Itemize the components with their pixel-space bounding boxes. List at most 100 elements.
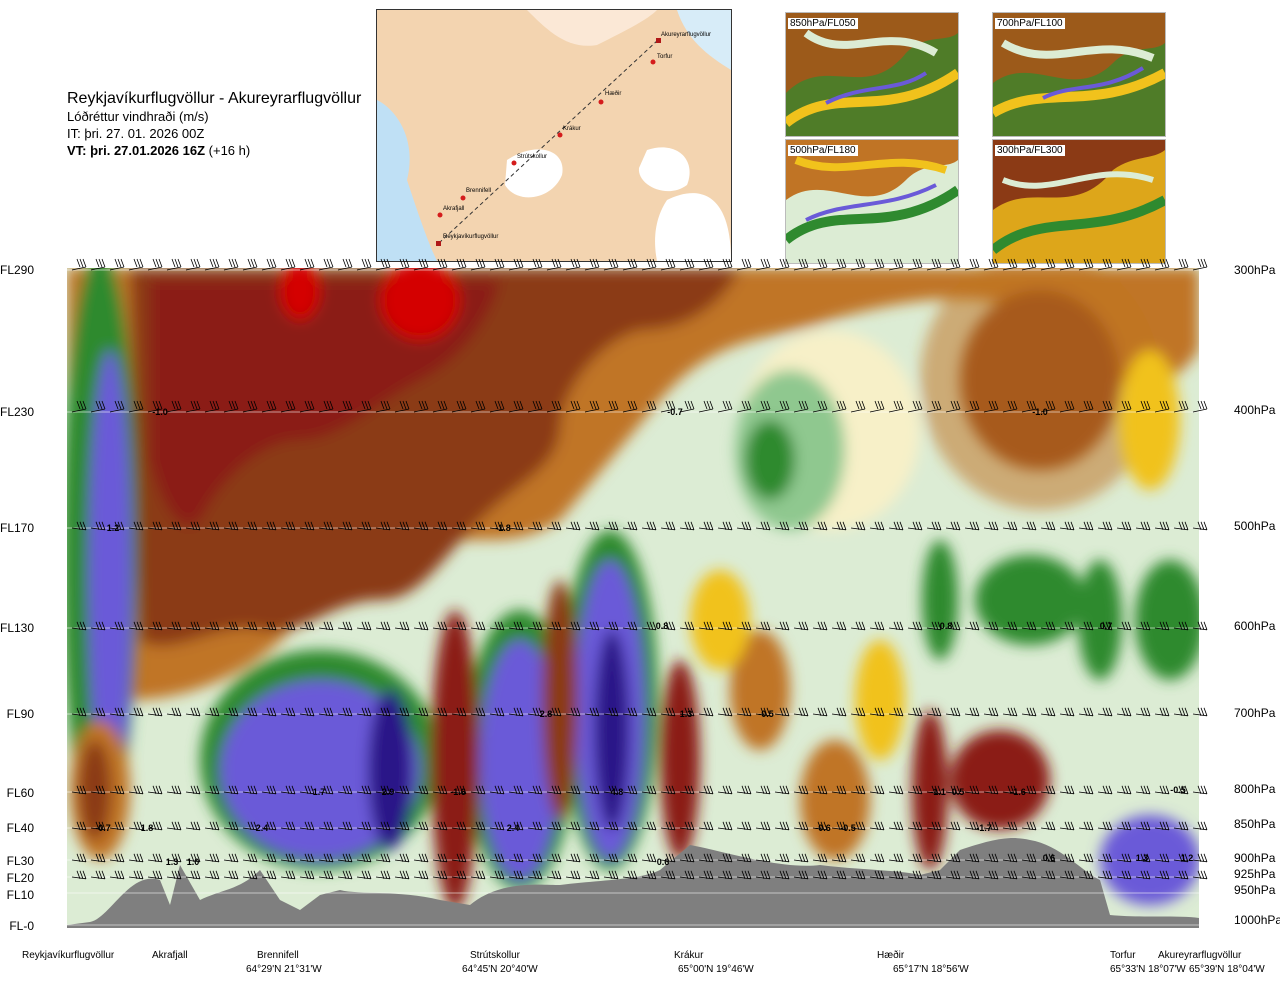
wind-barb <box>147 400 163 413</box>
wind-barb <box>774 870 790 880</box>
contour-label: -0.7 <box>95 823 111 833</box>
wind-barb <box>869 258 885 271</box>
wind-barb <box>318 853 334 863</box>
wind-barb <box>926 707 942 717</box>
wind-barb <box>983 853 999 863</box>
wind-barb <box>641 870 657 880</box>
wind-barb <box>603 621 619 631</box>
level-map-500[interactable]: 500hPa/FL180 <box>785 139 959 264</box>
wind-barb <box>926 853 942 863</box>
contour-label: -1.6 <box>450 787 466 797</box>
wind-barb <box>926 870 942 880</box>
wind-barb <box>508 707 524 717</box>
wind-barb <box>71 258 87 271</box>
wind-barb <box>128 821 144 831</box>
wind-barb <box>565 258 581 271</box>
wind-barb <box>432 521 448 531</box>
wind-barb <box>698 870 714 880</box>
wind-barb <box>489 785 505 795</box>
level-map-700[interactable]: 700hPa/FL100 <box>992 12 1166 137</box>
wind-barb <box>166 853 182 863</box>
wind-barb <box>1040 853 1056 863</box>
wind-barb <box>1192 258 1208 271</box>
wind-barb <box>527 821 543 831</box>
wind-barb <box>774 400 790 413</box>
wind-barb <box>356 785 372 795</box>
wind-barb <box>945 258 961 271</box>
wind-barb <box>299 821 315 831</box>
wind-barb <box>660 785 676 795</box>
wind-barb <box>71 821 87 831</box>
wind-barb <box>413 870 429 880</box>
wind-barb <box>584 621 600 631</box>
wind-barb <box>831 258 847 271</box>
wind-barb <box>299 521 315 531</box>
wind-barb <box>565 785 581 795</box>
wind-barb <box>641 258 657 271</box>
wind-barb <box>527 521 543 531</box>
wind-barb <box>147 785 163 795</box>
wind-barb <box>869 707 885 717</box>
level-map-label: 850hPa/FL050 <box>788 18 858 29</box>
wind-barb <box>983 400 999 413</box>
wind-barb <box>1040 621 1056 631</box>
wind-barb <box>1040 870 1056 880</box>
wind-barb <box>755 521 771 531</box>
wind-barb <box>1021 258 1037 271</box>
location-coord: 65°17'N 18°56'W <box>893 964 969 975</box>
wind-barb <box>375 821 391 831</box>
contour-label: -1.1 <box>930 787 946 797</box>
contour-label: 2.4 <box>256 823 269 833</box>
fl-label: FL30 <box>6 854 34 868</box>
wind-barb <box>1192 853 1208 863</box>
wind-barb <box>1097 521 1113 531</box>
wind-barb <box>584 521 600 531</box>
wind-barb <box>337 258 353 271</box>
wind-barb <box>527 707 543 717</box>
contour-label: -1.7 <box>976 823 992 833</box>
wind-barb <box>1021 521 1037 531</box>
wind-barb <box>888 853 904 863</box>
wind-barb <box>774 707 790 717</box>
wind-barb <box>755 870 771 880</box>
wind-barb <box>451 870 467 880</box>
wind-barb <box>299 707 315 717</box>
wind-barb <box>1040 821 1056 831</box>
wind-barb <box>451 707 467 717</box>
wind-barb <box>698 621 714 631</box>
wind-barb <box>71 621 87 631</box>
wind-barb <box>90 400 106 413</box>
wind-barb <box>983 821 999 831</box>
wind-barb <box>888 821 904 831</box>
wind-barb <box>375 621 391 631</box>
wind-barb <box>888 870 904 880</box>
wind-barb <box>508 400 524 413</box>
wind-barb <box>166 258 182 271</box>
wind-barb <box>964 521 980 531</box>
wind-barb <box>299 785 315 795</box>
wind-barb <box>774 621 790 631</box>
wind-barb <box>280 400 296 413</box>
wind-barb <box>812 258 828 271</box>
wind-barb <box>983 870 999 880</box>
wind-barb <box>736 621 752 631</box>
wind-barb <box>1154 521 1170 531</box>
wind-barb <box>1040 521 1056 531</box>
wind-barb <box>470 400 486 413</box>
wind-barb <box>1192 521 1208 531</box>
level-map-850[interactable]: 850hPa/FL050 <box>785 12 959 137</box>
route-point-label: Strútskollur <box>517 154 547 160</box>
wind-barb <box>774 853 790 863</box>
wind-barb <box>736 853 752 863</box>
wind-barb <box>280 707 296 717</box>
wind-barb <box>109 521 125 531</box>
wind-barb <box>1021 621 1037 631</box>
wind-barb <box>660 821 676 831</box>
contour-label: 4.8 <box>611 787 624 797</box>
wind-barb <box>204 853 220 863</box>
wind-barb <box>356 258 372 271</box>
wind-barb <box>261 707 277 717</box>
wind-barb <box>736 785 752 795</box>
wind-barb <box>546 853 562 863</box>
level-map-300[interactable]: 300hPa/FL300 <box>992 139 1166 264</box>
